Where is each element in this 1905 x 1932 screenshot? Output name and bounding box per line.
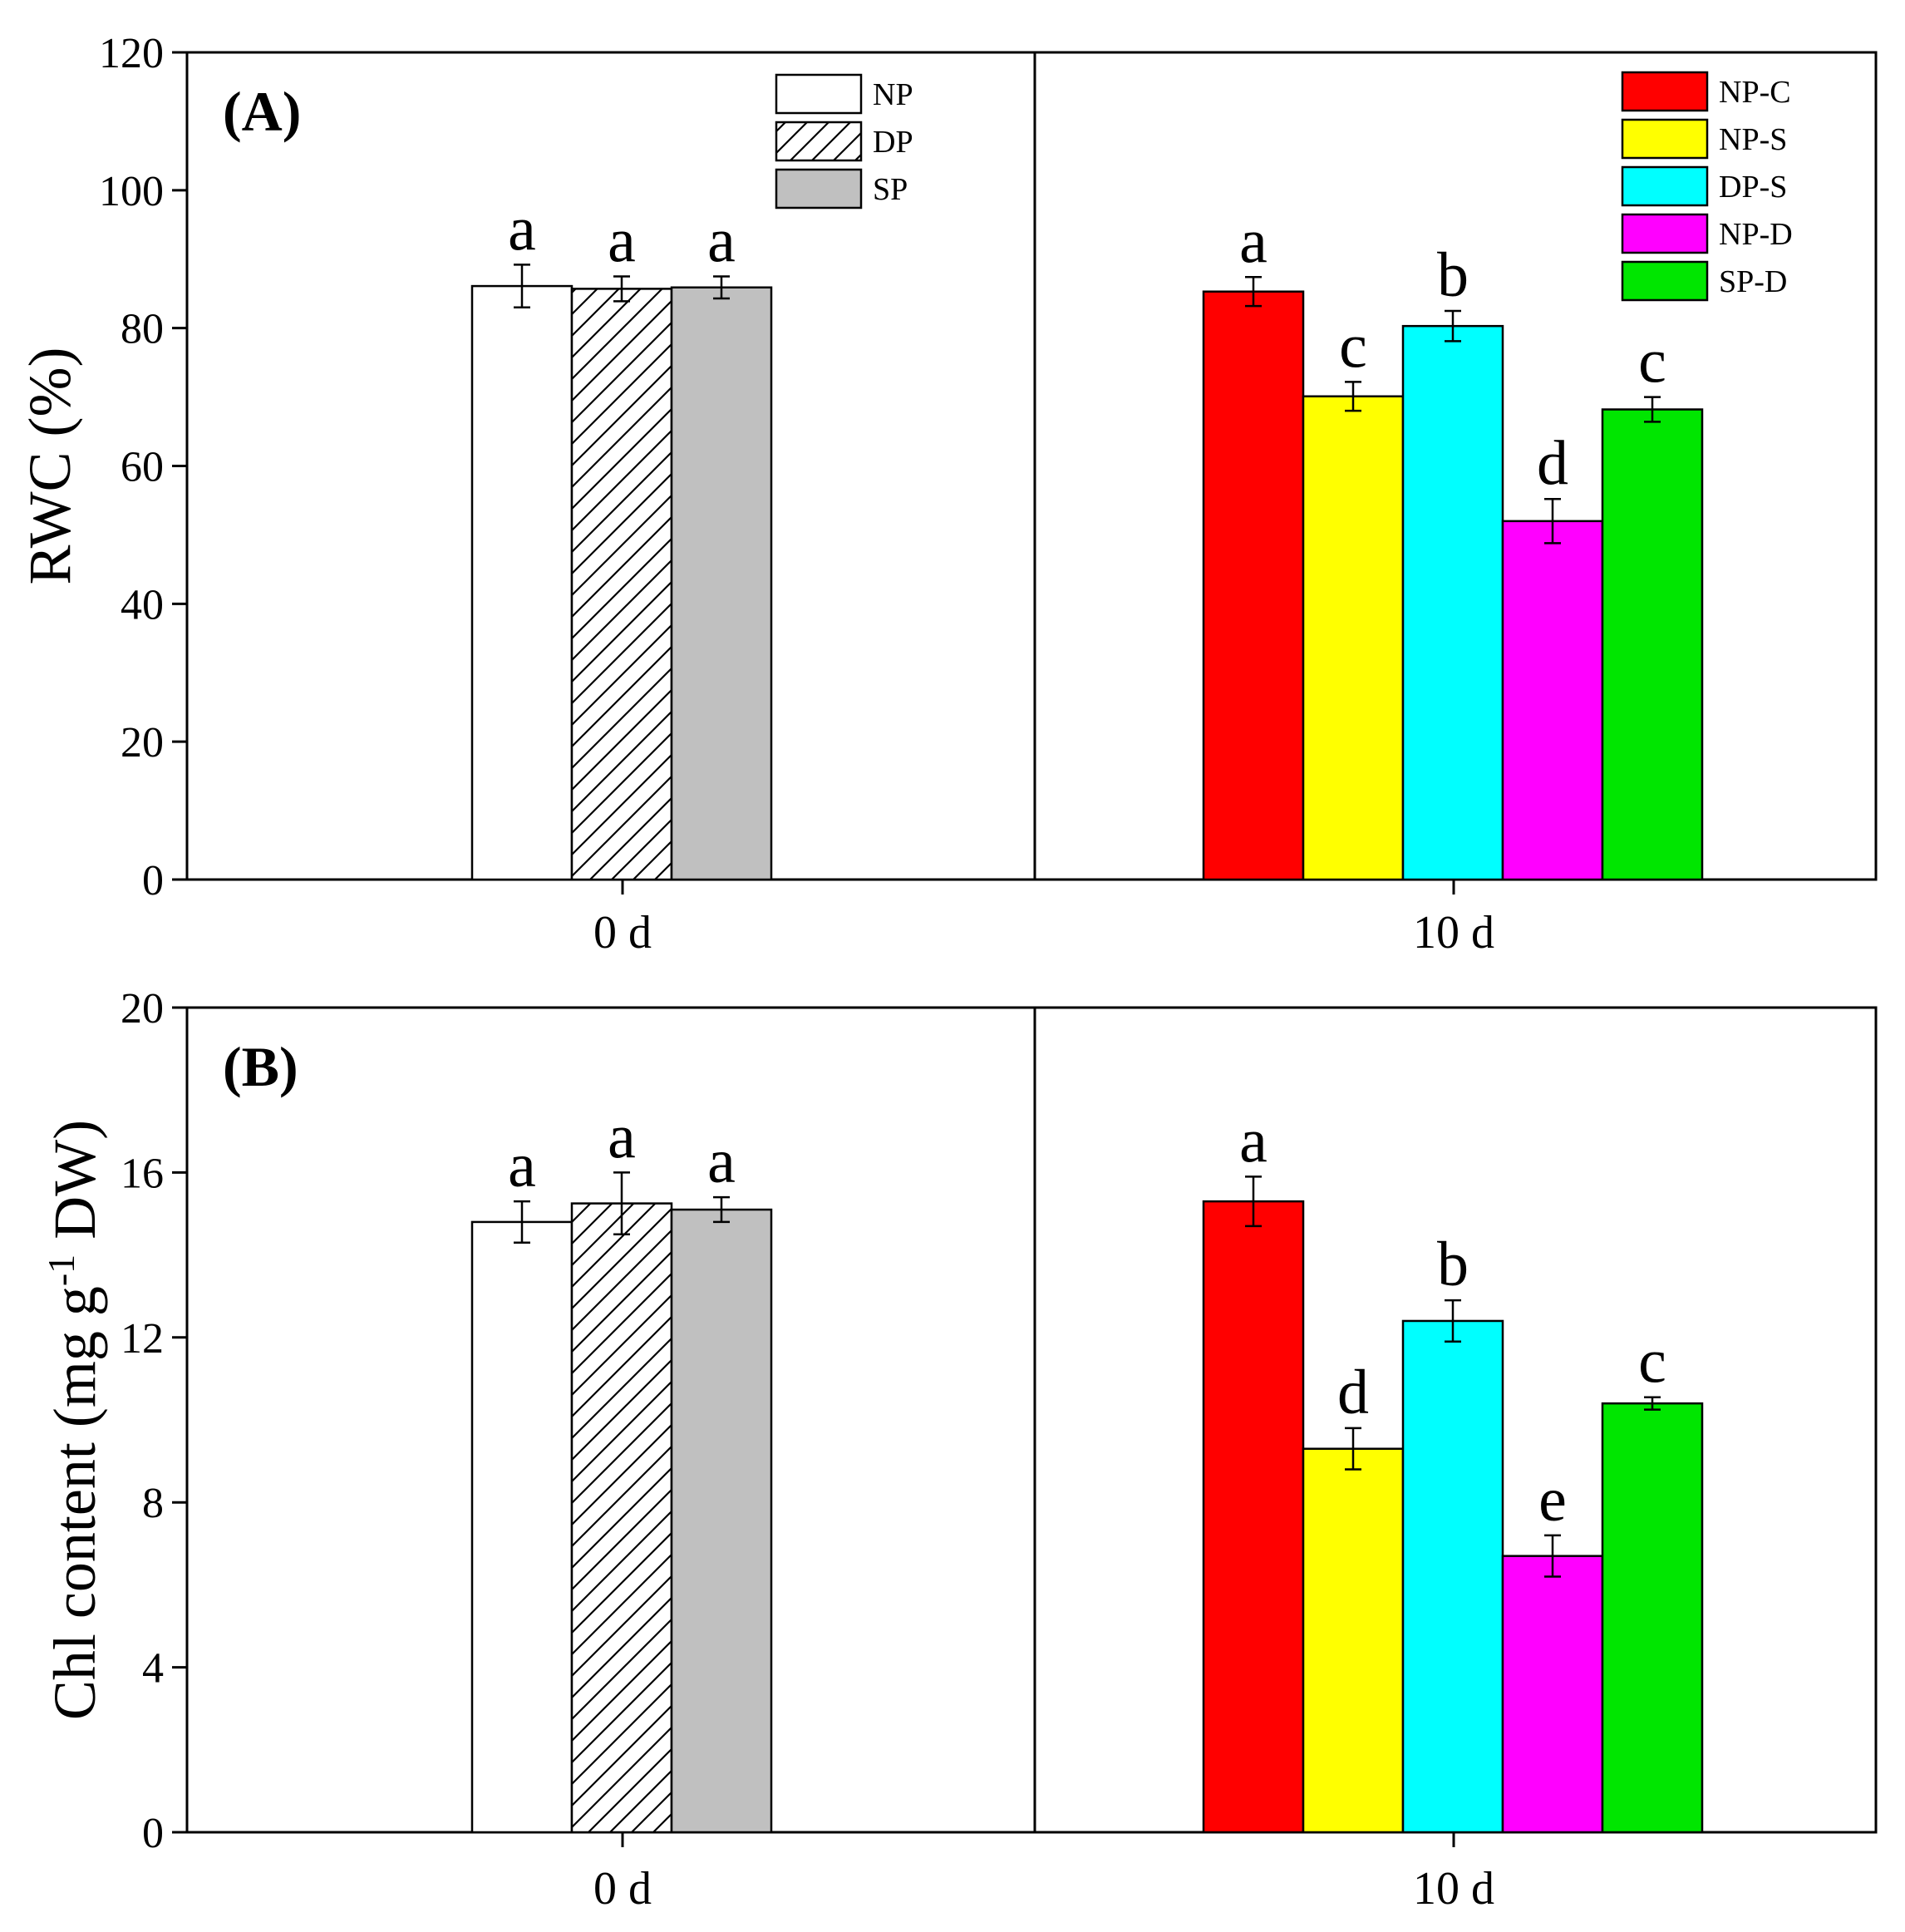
significance-letter: a (707, 1126, 736, 1196)
significance-letter: a (608, 205, 636, 275)
legend-label: DP (873, 125, 913, 160)
significance-letter: c (1339, 311, 1367, 381)
bar-np (470, 1220, 573, 1834)
legend-day0: NP DP SP (775, 73, 913, 209)
legend-label: NP-D (1719, 217, 1793, 252)
y-tick-label: 4 (142, 1645, 164, 1693)
x-category-label: 0 d (593, 907, 652, 959)
legend-swatch-np-s (1621, 118, 1709, 160)
legend-label: DP-S (1719, 170, 1787, 205)
bar-np-d (1501, 1555, 1604, 1834)
legend-label: NP-S (1719, 122, 1787, 157)
bar-dp-s (1401, 1319, 1504, 1834)
bar-dp (570, 1202, 673, 1834)
y-tick-label: 20 (121, 985, 164, 1033)
legend-swatch-np-c (1621, 71, 1709, 112)
bar-sp-d (1601, 1402, 1704, 1834)
plot-frame (185, 1006, 1878, 1834)
legend-label: SP-D (1719, 264, 1787, 299)
bar-np-s (1302, 1447, 1405, 1834)
y-tick-label: 100 (99, 168, 164, 215)
y-tick-label: 40 (121, 581, 164, 628)
significance-letter: b (1437, 1230, 1469, 1299)
legend-swatch-np (775, 73, 863, 115)
legend-swatch-np-d (1621, 213, 1709, 254)
bar-dp-s (1401, 324, 1504, 881)
y-axis-label: RWC (%) (17, 347, 83, 585)
significance-letter: e (1538, 1465, 1567, 1535)
x-category-label: 10 d (1413, 1863, 1494, 1915)
bar-np-d (1501, 520, 1604, 881)
bar-sp (670, 1208, 773, 1834)
significance-letter: c (1638, 1327, 1666, 1397)
bar-np-c (1202, 290, 1305, 881)
y-axis-label: Chl content (mg g-1 DW) (40, 1120, 109, 1720)
y-tick-label: 120 (99, 30, 164, 77)
y-tick-label: 60 (121, 444, 164, 491)
bar-np-s (1302, 395, 1405, 881)
x-category-label: 10 d (1413, 907, 1494, 959)
significance-letter: d (1337, 1358, 1369, 1427)
bar-np-c (1202, 1200, 1305, 1834)
y-tick-label: 0 (142, 857, 164, 904)
bar-sp (670, 286, 773, 881)
significance-letter: a (1239, 1106, 1268, 1175)
legend-swatch-sp-d (1621, 260, 1709, 302)
legend-label: NP (873, 77, 913, 112)
y-tick-label: 20 (121, 719, 164, 766)
bar-dp (570, 288, 673, 881)
significance-letter: a (608, 1102, 636, 1171)
significance-letter: b (1437, 240, 1469, 310)
panel-b: 0 4 8 12 16 20 0 d 10 d Chl content (mg g-1 DW) (… (40, 985, 1878, 1915)
x-category-label: 0 d (593, 1863, 652, 1915)
y-tick-label: 16 (121, 1150, 164, 1197)
significance-letter: a (508, 1131, 536, 1200)
significance-letter: c (1638, 327, 1666, 397)
legend-swatch-sp (775, 168, 863, 209)
legend-swatch-dp-s (1621, 165, 1709, 207)
panel-label: (B) (223, 1035, 298, 1098)
legend-label: NP-C (1719, 75, 1791, 110)
panel-label: (A) (223, 80, 301, 143)
bar-np (470, 284, 573, 881)
y-tick-label: 80 (121, 306, 164, 353)
y-tick-label: 0 (142, 1810, 164, 1857)
y-tick-label: 8 (142, 1480, 164, 1527)
significance-letter: a (1239, 206, 1268, 276)
significance-letter: a (508, 194, 536, 264)
bar-sp-d (1601, 408, 1704, 881)
significance-letter: a (707, 205, 736, 275)
legend-label: SP (873, 172, 908, 207)
y-tick-label: 12 (121, 1315, 164, 1363)
significance-letter: d (1537, 428, 1568, 498)
legend-day10: NP-C NP-S DP-S NP-D SP-D (1621, 71, 1793, 302)
legend-swatch-dp (775, 121, 863, 162)
